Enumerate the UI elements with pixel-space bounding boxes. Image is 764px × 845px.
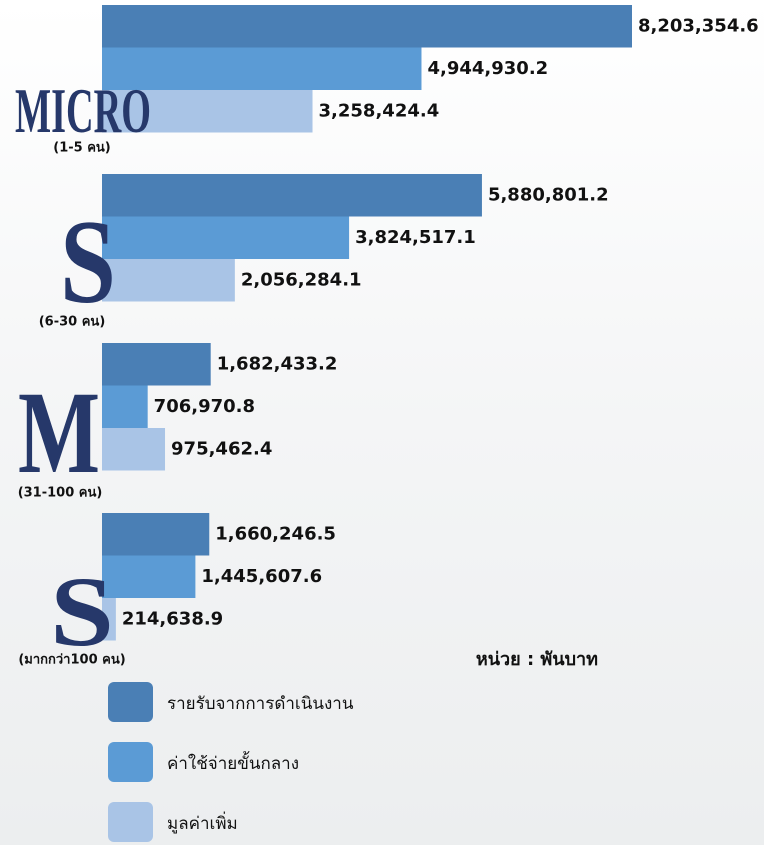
unit-label: หน่วย : พันบาท bbox=[476, 649, 598, 670]
value-label: 2,056,284.1 bbox=[241, 269, 362, 290]
bar bbox=[102, 47, 422, 90]
bar bbox=[102, 216, 350, 259]
value-label: 1,660,246.5 bbox=[215, 523, 336, 544]
value-label: 706,970.8 bbox=[154, 396, 255, 417]
bar bbox=[102, 598, 116, 641]
bar bbox=[102, 385, 148, 428]
size-letter: MICRO bbox=[15, 75, 151, 146]
bar bbox=[102, 5, 632, 48]
bar bbox=[102, 428, 166, 471]
bar bbox=[102, 259, 235, 302]
bar bbox=[102, 343, 211, 386]
legend-label: มูลค่าเพิ่ม bbox=[167, 811, 238, 834]
bar bbox=[102, 174, 482, 217]
bar bbox=[102, 90, 313, 133]
value-label: 1,682,433.2 bbox=[217, 353, 338, 374]
value-label: 4,944,930.2 bbox=[427, 58, 548, 79]
size-range: (6-30 คน) bbox=[39, 315, 106, 330]
legend-swatch bbox=[108, 802, 153, 842]
size-letter: S bbox=[60, 195, 116, 328]
legend-swatch bbox=[108, 742, 153, 782]
size-range: (มากกว่า100 คน) bbox=[18, 653, 125, 668]
bar bbox=[102, 555, 196, 598]
size-range: (31-100 คน) bbox=[18, 486, 103, 501]
legend-swatch bbox=[108, 682, 153, 722]
value-label: 8,203,354.6 bbox=[638, 15, 759, 36]
value-label: 214,638.9 bbox=[122, 608, 223, 629]
legend-label: ค่าใช้จ่ายขั้นกลาง bbox=[167, 751, 299, 774]
value-label: 1,445,607.6 bbox=[201, 566, 322, 587]
value-label: 5,880,801.2 bbox=[488, 184, 609, 205]
size-letter: M bbox=[18, 367, 100, 498]
value-label: 3,258,424.4 bbox=[319, 100, 440, 121]
value-label: 3,824,517.1 bbox=[355, 227, 476, 248]
bar bbox=[102, 513, 210, 556]
size-range: (1-5 คน) bbox=[53, 141, 110, 156]
legend-label: รายรับจากการดำเนินงาน bbox=[167, 694, 354, 714]
value-label: 975,462.4 bbox=[171, 438, 272, 459]
size-letter: S bbox=[50, 556, 114, 667]
